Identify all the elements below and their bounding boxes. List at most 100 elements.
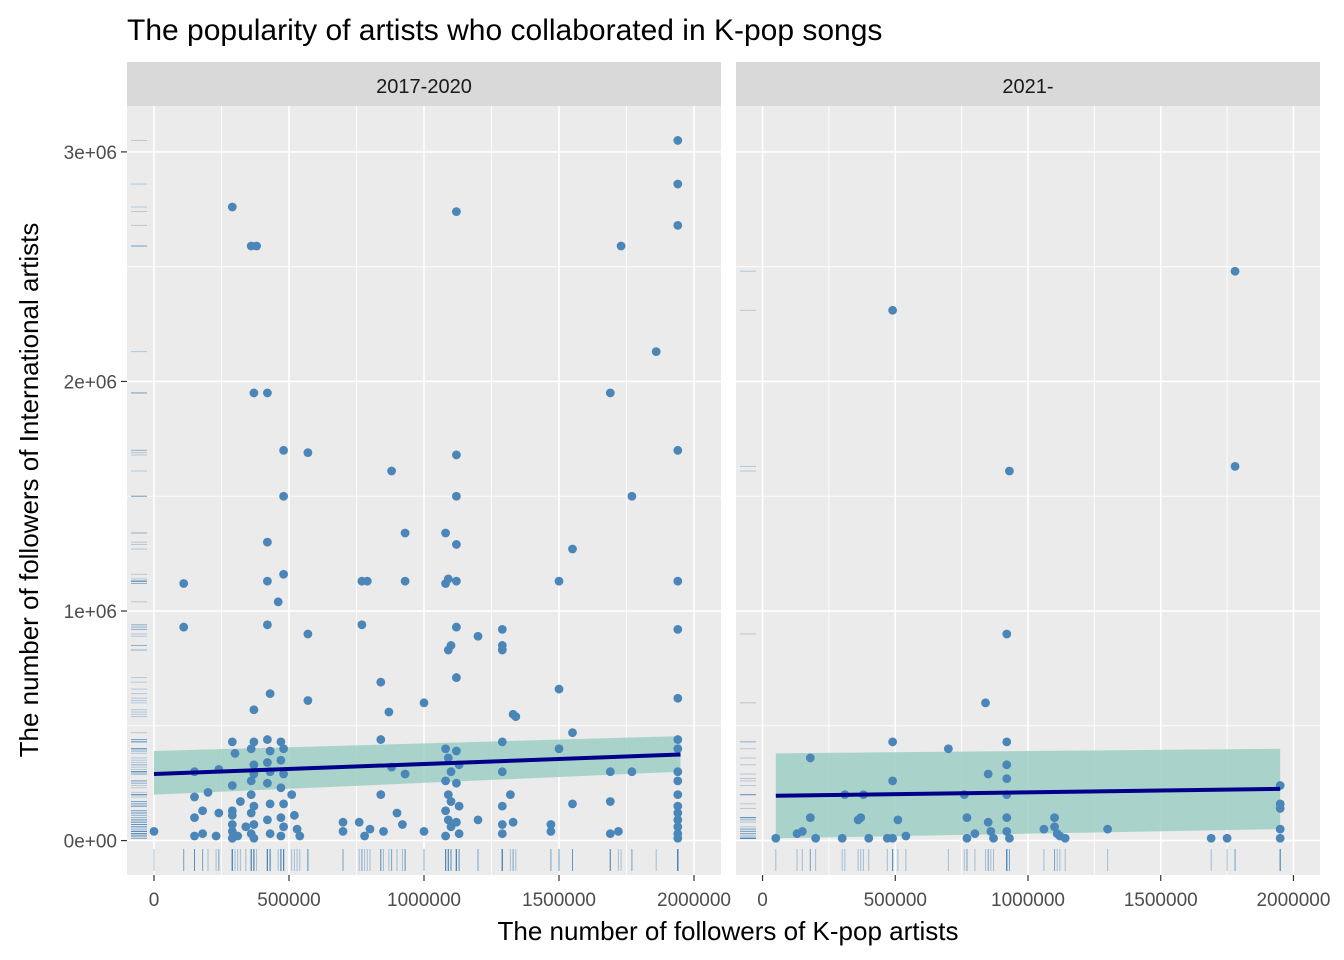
data-point <box>673 576 683 586</box>
data-point <box>246 808 256 818</box>
data-point <box>452 622 461 632</box>
trend-line <box>775 786 1281 798</box>
data-point <box>1002 813 1012 823</box>
data-point <box>627 767 637 777</box>
data-point <box>497 737 507 747</box>
data-point <box>497 801 507 811</box>
data-point <box>673 801 683 811</box>
data-point <box>249 737 259 747</box>
data-point <box>443 790 453 800</box>
data-point <box>616 241 626 251</box>
data-point <box>249 388 259 398</box>
data-point <box>419 826 429 836</box>
data-point <box>376 735 386 744</box>
data-point <box>179 622 189 632</box>
data-point <box>888 833 898 843</box>
data-point <box>805 753 815 763</box>
data-point <box>605 829 615 839</box>
data-point <box>263 576 272 586</box>
data-point <box>303 696 313 705</box>
data-point <box>443 574 453 584</box>
facet-strip-2 <box>736 62 1320 106</box>
data-point <box>452 207 461 216</box>
data-point <box>227 202 237 212</box>
data-point <box>441 776 450 786</box>
data-point <box>797 826 807 836</box>
data-point <box>1206 833 1216 843</box>
data-point <box>303 629 313 639</box>
data-point <box>190 792 199 802</box>
data-point <box>303 448 313 458</box>
x-axis: 0 500000 1000000 1500000 2000000 0 500000 10000… <box>149 875 1330 911</box>
data-point <box>983 817 993 827</box>
data-point <box>568 728 577 738</box>
data-point <box>568 544 577 554</box>
data-point <box>290 810 299 820</box>
data-point <box>673 744 683 754</box>
x-tick-label: 500000 <box>257 890 320 911</box>
facet-strip-1 <box>127 62 721 106</box>
data-point <box>1002 737 1012 747</box>
data-point <box>1002 760 1012 770</box>
data-point <box>357 620 367 630</box>
y-tick-label: 0e+00 <box>64 832 117 853</box>
data-point <box>400 769 410 779</box>
data-point <box>263 388 272 398</box>
data-point <box>276 755 286 765</box>
data-point <box>627 491 637 501</box>
data-point <box>673 136 683 145</box>
data-point <box>198 806 208 816</box>
data-point <box>233 831 243 841</box>
data-point <box>452 673 461 682</box>
data-point <box>1060 833 1070 843</box>
data-point <box>673 624 683 634</box>
data-point <box>362 576 372 586</box>
data-point <box>392 808 402 818</box>
data-point <box>263 778 272 788</box>
data-point <box>497 645 507 655</box>
data-point <box>888 737 898 747</box>
x-tick-label: 0 <box>149 890 160 911</box>
data-point <box>249 760 259 770</box>
data-point <box>279 744 288 754</box>
data-point <box>376 790 386 800</box>
data-point <box>989 833 998 843</box>
data-point <box>497 820 507 829</box>
data-point <box>441 831 450 841</box>
data-point <box>400 528 410 538</box>
data-point <box>452 817 461 827</box>
data-point <box>546 820 556 829</box>
data-point <box>673 445 683 455</box>
data-point <box>279 822 288 832</box>
data-point <box>1222 833 1232 843</box>
data-point <box>279 445 288 455</box>
data-point <box>246 776 256 786</box>
data-point <box>1275 833 1285 843</box>
data-point <box>263 537 272 547</box>
data-point <box>387 466 396 476</box>
x-axis-title: The number of followers of K-pop artists <box>498 916 959 946</box>
y-axis: 0e+00 1e+06 2e+06 3e+06 <box>64 143 127 853</box>
data-point <box>452 746 461 756</box>
data-point <box>673 833 683 843</box>
data-point <box>443 815 453 825</box>
data-point <box>497 829 507 839</box>
data-point <box>279 569 288 579</box>
data-point <box>1050 822 1059 832</box>
data-point <box>441 528 450 538</box>
data-point <box>452 491 461 501</box>
data-point <box>837 833 847 843</box>
data-point <box>962 813 972 823</box>
data-point <box>962 833 972 843</box>
data-point <box>856 813 866 823</box>
data-point <box>554 684 564 694</box>
data-point <box>263 815 272 825</box>
x-tick-label: 1500000 <box>1124 890 1198 911</box>
data-point <box>970 829 980 839</box>
panel-2-marks <box>736 106 1320 875</box>
x-tick-label: 1000000 <box>991 890 1065 911</box>
data-point <box>673 808 683 818</box>
data-point <box>673 822 683 832</box>
data-point <box>1050 813 1059 823</box>
data-point <box>454 829 464 839</box>
